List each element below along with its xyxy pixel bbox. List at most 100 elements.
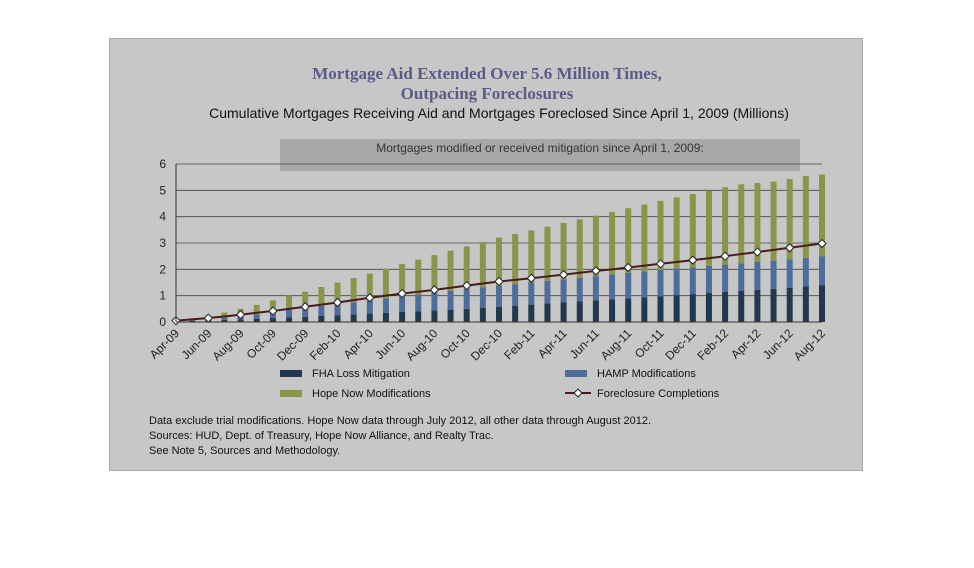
- x-tick-label: Aug-12: [791, 326, 828, 363]
- line-marker: [591, 266, 601, 276]
- chart-title-line1: Mortgage Aid Extended Over 5.6 Million T…: [312, 64, 661, 83]
- bar-segment: [463, 289, 470, 309]
- legend-layer: FHA Loss Mitigation HAMP Modifications Hop…: [280, 368, 720, 400]
- bar-segment: [189, 320, 196, 321]
- note-line2: Sources: HUD, Dept. of Treasury, Hope No…: [149, 430, 494, 442]
- bar-segment: [253, 318, 260, 322]
- bar-segment: [802, 176, 809, 258]
- bar-segment: [399, 296, 406, 312]
- bar-segment: [722, 187, 729, 265]
- bar-segment: [189, 320, 196, 322]
- bar-segment: [221, 319, 228, 322]
- bar-segment: [560, 279, 567, 303]
- bar-segment: [754, 289, 761, 322]
- bar-segment: [657, 269, 664, 297]
- bar-segment: [415, 259, 422, 295]
- note-line3: See Note 5, Sources and Methodology.: [149, 445, 340, 457]
- bar-segment: [366, 273, 373, 301]
- bar-segment: [463, 246, 470, 290]
- bar-segment: [689, 294, 696, 322]
- x-tick-label: Apr-09: [147, 326, 183, 362]
- bar-segment: [689, 194, 696, 268]
- line-marker: [461, 280, 472, 291]
- y-tick-label: 6: [159, 157, 166, 171]
- bar-segment: [302, 316, 309, 322]
- bar-segment: [802, 286, 809, 322]
- bar-segment: [350, 278, 357, 303]
- bar-segment: [399, 264, 406, 297]
- x-tick-label: Dec-10: [468, 326, 505, 363]
- bar-segment: [528, 230, 535, 283]
- x-tick-label: Oct-09: [244, 326, 280, 362]
- y-tick-label: 1: [159, 289, 166, 303]
- bar-segment: [625, 298, 632, 322]
- bar-segment: [738, 184, 745, 264]
- bar-segment: [447, 290, 454, 310]
- bar-segment: [431, 292, 438, 311]
- bar-segment: [609, 274, 616, 300]
- bar-segment: [786, 179, 793, 260]
- x-tick-label: Apr-11: [535, 326, 570, 361]
- x-tick-label: Aug-10: [403, 326, 440, 363]
- bar-segment: [366, 313, 373, 322]
- line-marker: [526, 273, 537, 283]
- bar-segment: [431, 255, 438, 293]
- chart-subtitle: Cumulative Mortgages Receiving Aid and M…: [209, 105, 789, 121]
- legend-label: Foreclosure Completions: [597, 388, 720, 400]
- x-tick-label: Jun-09: [179, 326, 215, 362]
- bar-segment: [366, 300, 373, 314]
- bar-segment: [641, 297, 648, 322]
- bar-segment: [318, 315, 325, 322]
- legend-label: Hope Now Modifications: [312, 388, 431, 400]
- bar-segment: [463, 308, 470, 322]
- bar-segment: [819, 174, 825, 257]
- bar-segment: [237, 319, 244, 322]
- bar-segment: [318, 286, 325, 306]
- line-marker: [429, 285, 440, 295]
- bar-segment: [657, 200, 664, 270]
- bar-segment: [221, 317, 228, 320]
- bar-segment: [350, 314, 357, 322]
- line-marker: [688, 255, 698, 265]
- bar-segment: [770, 288, 777, 322]
- x-tick-label: Jun-11: [567, 326, 602, 361]
- bar-segment: [302, 308, 309, 317]
- bar-segment: [722, 264, 729, 292]
- bar-segment: [544, 226, 551, 281]
- bar-segment: [576, 277, 583, 302]
- x-tick-label: Oct-11: [632, 326, 667, 361]
- chart-canvas: Mortgage Aid Extended Over 5.6 Million T…: [147, 64, 829, 457]
- bar-segment: [722, 291, 729, 322]
- chart-title-line2: Outpacing Foreclosures: [401, 84, 574, 103]
- line-marker: [655, 259, 666, 269]
- bar-segment: [754, 182, 761, 262]
- bar-segment: [705, 265, 712, 294]
- x-tick-label: Aug-11: [598, 326, 635, 363]
- bar-segment: [819, 256, 825, 286]
- bar-segment: [625, 208, 632, 274]
- bar-segment: [754, 261, 761, 290]
- bar-segment: [689, 267, 696, 295]
- bar-segment: [512, 284, 519, 306]
- bar-segment: [673, 268, 680, 296]
- line-marker: [784, 243, 795, 253]
- bar-segment: [786, 287, 793, 322]
- bar-segment: [819, 285, 825, 322]
- bar-segment: [609, 299, 616, 322]
- bar-segment: [512, 234, 519, 285]
- line-marker: [365, 293, 375, 303]
- x-tick-label: Feb-10: [307, 326, 344, 363]
- bar-segment: [334, 282, 341, 305]
- legend-swatch: [565, 370, 587, 377]
- y-tick-label: 5: [159, 183, 166, 197]
- bar-segment: [738, 290, 745, 322]
- bar-segment: [253, 304, 260, 315]
- bar-segment: [705, 190, 712, 266]
- bar-segment: [447, 309, 454, 322]
- x-tick-label: Jun-10: [372, 326, 408, 362]
- bar-segment: [544, 303, 551, 322]
- bar-segment: [382, 312, 389, 322]
- bar-segment: [592, 276, 599, 301]
- y-tick-label: 3: [159, 236, 166, 250]
- legend-label: HAMP Modifications: [597, 368, 696, 380]
